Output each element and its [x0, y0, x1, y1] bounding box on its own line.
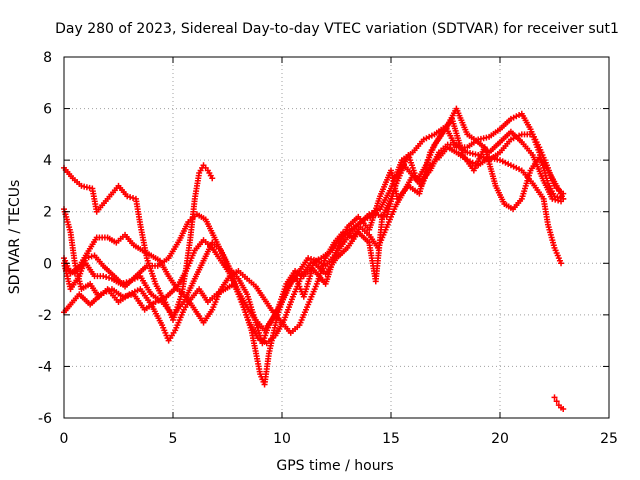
data-point	[557, 194, 564, 201]
plot-frame	[63, 56, 610, 419]
chart-title: Day 280 of 2023, Sidereal Day-to-day VTE…	[55, 21, 619, 37]
data-point	[106, 274, 113, 281]
data-point	[551, 193, 558, 200]
data-point	[558, 260, 565, 267]
x-tick-label: 15	[382, 431, 400, 447]
data-point	[100, 273, 107, 280]
x-tick-label: 5	[169, 431, 178, 447]
data-point	[560, 405, 567, 412]
x-tick-label: 20	[491, 431, 509, 447]
y-tick-label: -4	[38, 359, 52, 375]
data-point	[88, 253, 95, 260]
y-tick-label: 4	[43, 153, 52, 169]
y-tick-label: -2	[38, 308, 52, 324]
series-track-7	[551, 394, 567, 412]
x-tick-label: 0	[60, 431, 69, 447]
tick-labels: 0 5 10 15 20 25 -6 -4 -2 0 2 4 6 8	[38, 50, 618, 447]
y-tick-label: 8	[43, 50, 52, 66]
data-point	[127, 194, 134, 201]
y-tick-label: 6	[43, 102, 52, 118]
y-tick-label: -6	[38, 411, 52, 427]
y-axis-label: SDTVAR / TECUs	[7, 180, 23, 295]
data-point	[553, 398, 560, 405]
data-point	[554, 194, 561, 201]
x-tick-label: 25	[600, 431, 618, 447]
grid-lines	[64, 57, 609, 418]
data-point	[560, 190, 567, 197]
y-tick-label: 0	[43, 256, 52, 272]
data-point	[551, 394, 558, 401]
data-point	[124, 193, 131, 200]
data-point	[560, 195, 567, 202]
x-axis-label: GPS time / hours	[276, 458, 393, 474]
data-point	[209, 175, 216, 182]
data-point	[130, 194, 137, 201]
axis-ticks	[63, 56, 610, 419]
y-tick-label: 2	[43, 205, 52, 221]
series-track-6	[63, 144, 565, 336]
x-tick-label: 10	[273, 431, 291, 447]
data-point	[103, 274, 110, 281]
data-point	[305, 255, 312, 262]
